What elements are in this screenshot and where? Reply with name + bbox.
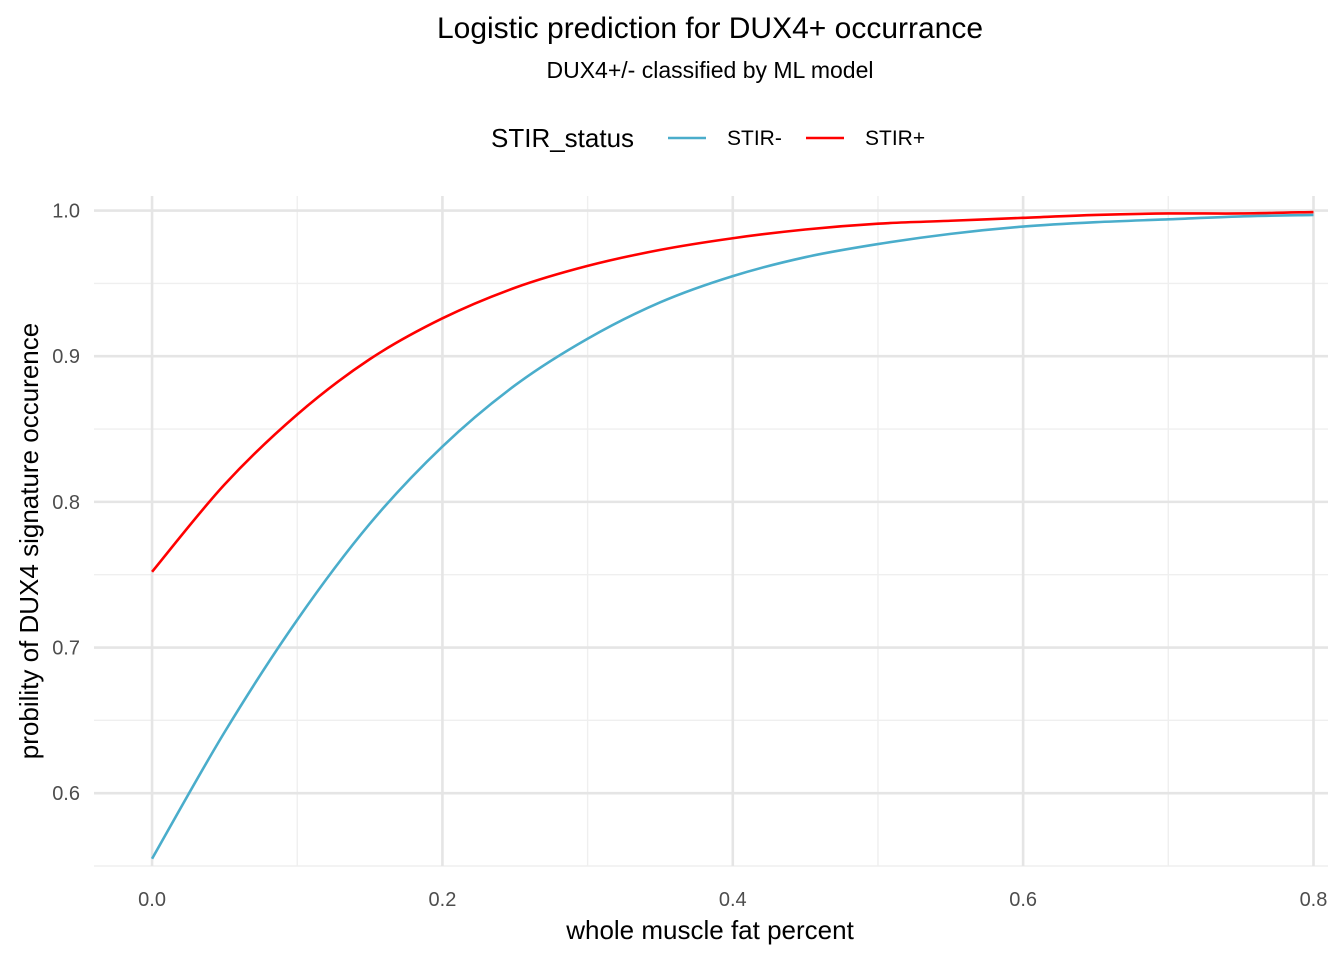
series-lines: [150, 210, 1314, 860]
y-tick-label: 0.6: [52, 783, 80, 805]
x-tick-label: 0.8: [1300, 889, 1328, 911]
y-tick-label: 0.8: [52, 492, 80, 514]
gridlines: [94, 196, 1328, 867]
chart-subtitle: DUX4+/- classified by ML model: [546, 57, 873, 83]
chart-title: Logistic prediction for DUX4+ occurrance: [437, 12, 983, 45]
legend-title: STIR_status: [491, 123, 634, 153]
x-tick-label: 0.2: [429, 889, 457, 911]
y-tick-label: 0.7: [52, 638, 80, 660]
y-tick-label: 1.0: [52, 201, 80, 223]
x-axis-title: whole muscle fat percent: [565, 915, 854, 945]
y-tick-label: 0.9: [52, 346, 80, 368]
legend-label: STIR+: [865, 127, 925, 150]
x-tick-label: 0.4: [719, 889, 747, 911]
legend-items: STIR- STIR+: [668, 127, 925, 150]
x-tick-label: 0.6: [1009, 889, 1037, 911]
x-axis-ticks: 0.0 0.2 0.4 0.6 0.8: [138, 889, 1327, 911]
series-line-stir-neg: [150, 213, 1314, 860]
y-axis-ticks: 0.6 0.7 0.8 0.9 1.0: [52, 201, 80, 806]
x-tick-label: 0.0: [138, 889, 166, 911]
legend-label: STIR-: [727, 127, 782, 150]
legend: STIR_status STIR- STIR+: [491, 123, 925, 153]
y-axis-title: probility of DUX4 signature occurence: [14, 323, 44, 759]
series-line-stir-negpos: [151, 210, 1314, 573]
